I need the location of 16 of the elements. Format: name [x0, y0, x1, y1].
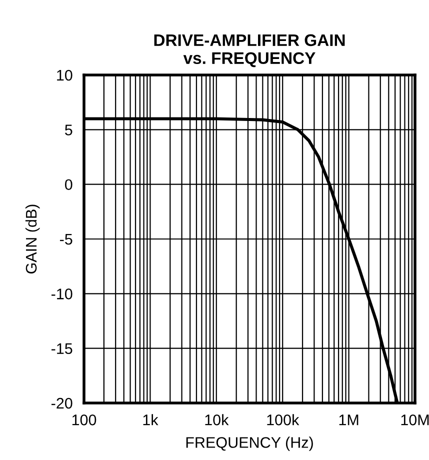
y-tick-label: 10	[57, 70, 72, 81]
chart-title: DRIVE-AMPLIFIER GAIN vs. FREQUENCY	[154, 34, 345, 68]
y-tick-label: -15	[51, 343, 72, 354]
y-tick-label: -10	[51, 288, 72, 300]
x-tick-label: 10M	[401, 414, 429, 426]
x-tick-label: 10k	[205, 414, 229, 426]
y-tick-label: 0	[64, 179, 72, 190]
x-tick-label: 100k	[267, 414, 300, 426]
y-axis-title: GAIN (dB)	[25, 204, 40, 274]
y-tick-label: -20	[51, 398, 72, 409]
y-tick-label: -5	[60, 234, 72, 245]
y-tick-label: 5	[65, 124, 72, 136]
x-tick-label: 1M	[339, 414, 358, 426]
x-tick-label: 100	[72, 414, 96, 426]
x-axis-title: FREQUENCY (Hz)	[186, 436, 313, 451]
x-tick-label: 1k	[143, 414, 158, 426]
